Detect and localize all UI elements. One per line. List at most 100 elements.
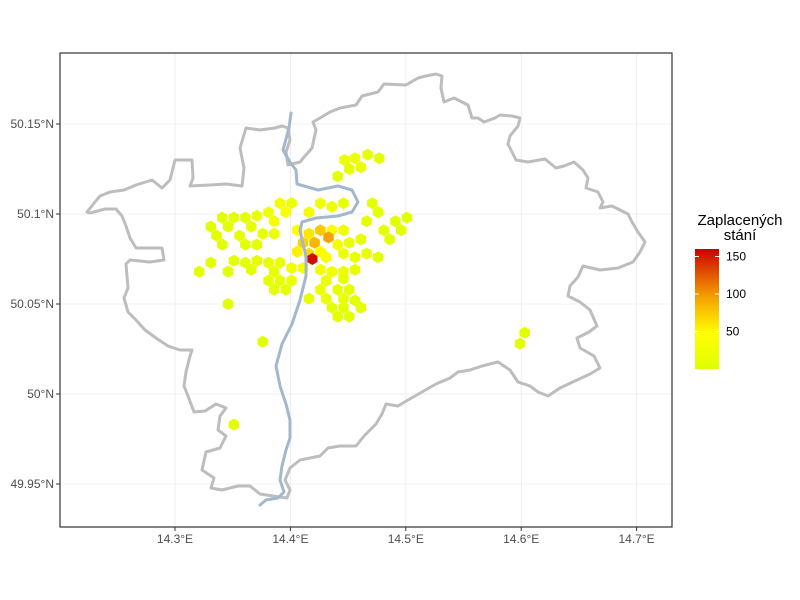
hexbin-cell (251, 238, 263, 251)
hexbin-cell (514, 337, 526, 350)
hexbin-cell (344, 163, 355, 175)
hexbin-cell (367, 197, 378, 210)
hexbin-cell (274, 256, 286, 269)
y-tick-label: 50.1°N (17, 207, 54, 221)
axes: 14.3°E 14.4°E 14.5°E 14.6°E 14.7°E 50.15°N 50.… (11, 117, 655, 546)
hexbin-cell (274, 274, 286, 287)
hexbin-cell (251, 209, 263, 222)
legend-ticks: 150 100 50 (695, 250, 746, 339)
hexbin-cell (222, 298, 234, 310)
hexbin-cell (280, 283, 291, 296)
legend-title-line1: Zaplacených (697, 212, 782, 229)
hexbin-cell (246, 220, 257, 233)
hexbin-cell (286, 262, 297, 274)
hexbin-cell (361, 247, 372, 260)
hexbin-cell (263, 206, 274, 219)
hexbin-cell (269, 227, 280, 240)
x-tick-label: 14.4°E (272, 532, 308, 546)
hexbin-cell (217, 211, 228, 224)
hexbin-cell (396, 224, 407, 237)
hexbin-cell (372, 251, 384, 264)
hexbin-cell (349, 152, 361, 165)
hexbin-cell (303, 206, 315, 219)
city-boundary (85, 72, 647, 500)
hexbin-cell (390, 215, 401, 228)
hexbin-cell (194, 265, 205, 278)
hexbin-cell (315, 263, 326, 276)
hexbin-cell (257, 335, 268, 348)
hexbin-cell (280, 206, 291, 219)
hexbin-cell (355, 233, 366, 246)
hexbin-cell (344, 310, 355, 323)
y-tick-label: 50.05°N (11, 297, 55, 311)
hexbin-cell (292, 245, 303, 258)
hexbin-cell (326, 200, 338, 213)
hexbin-cell (246, 263, 257, 276)
hexbin-cell (378, 224, 390, 237)
hexbin-cell (263, 256, 274, 269)
hexbin-cell (234, 229, 245, 242)
hexbin-cell (315, 224, 326, 237)
hexbin-cell (205, 256, 216, 269)
legend: Zaplacených stání 150 100 50 (695, 212, 783, 369)
hexbin-cell (344, 236, 355, 249)
x-tick-label: 14.5°E (388, 532, 424, 546)
hexbin-cell (338, 272, 349, 285)
hexbin-cell (286, 197, 297, 210)
hexbin-cell (355, 161, 366, 174)
hexbin-cell (332, 310, 343, 323)
hexbin-cell (303, 292, 315, 305)
hexbin-cell (349, 251, 361, 264)
hexbin-cell (309, 236, 320, 249)
hexbin-cell (339, 154, 350, 166)
hexbin-cell (321, 274, 332, 287)
hexbin-cell (321, 251, 332, 264)
hexbin-cell (274, 197, 286, 210)
hexbin-cell (205, 220, 216, 233)
hexbin-cell (323, 231, 334, 244)
hexbin-cell (338, 197, 349, 210)
hexbin-cell (240, 211, 251, 224)
y-tick-label: 50.15°N (11, 117, 55, 131)
hexbin-cell (263, 274, 274, 287)
x-tick-label: 14.7°E (619, 532, 655, 546)
hexbin-cell (211, 229, 222, 242)
hexbin-cell (332, 283, 343, 296)
hexbin-cell (228, 211, 240, 224)
hexbin-cell (269, 283, 280, 296)
hexbin-cell (326, 265, 338, 278)
legend-colorbar (695, 249, 719, 369)
hexbin-cell (349, 294, 361, 307)
hexbin-cell (228, 254, 240, 267)
hexbin-cell (257, 227, 268, 240)
legend-tick-label: 50 (726, 325, 740, 339)
hexbin-cell (519, 326, 530, 339)
hexbin-cell (321, 292, 332, 305)
hexbin-cell (338, 301, 349, 314)
y-tick-label: 49.95°N (11, 477, 55, 491)
hexbin-cell (349, 263, 361, 276)
hexbin-cell (315, 197, 326, 210)
y-tick-label: 50°N (27, 387, 54, 401)
hexbin-cell (228, 418, 240, 431)
hexbin-cell (222, 220, 234, 233)
hexbin-cell (338, 292, 349, 305)
hexbin-cell (374, 152, 385, 165)
hexbin-cell (372, 206, 384, 219)
hexbin-cell (362, 148, 373, 161)
hexbin-cell (315, 283, 326, 296)
hexbin-cell (307, 253, 318, 265)
hexbin-cell (269, 265, 280, 278)
hexbin-cell (303, 227, 315, 240)
hexbin-cell (326, 301, 338, 314)
x-tick-label: 14.3°E (157, 532, 193, 546)
hexbin-cell (217, 238, 228, 251)
hexbin-cell (240, 238, 251, 251)
hexbin-cell (332, 238, 343, 251)
hexbin-cell (338, 224, 349, 237)
legend-tick-label: 150 (726, 250, 746, 264)
hexbin-cell (338, 247, 349, 260)
hexbin-cell (361, 215, 372, 228)
hexbin-cell (384, 233, 395, 246)
